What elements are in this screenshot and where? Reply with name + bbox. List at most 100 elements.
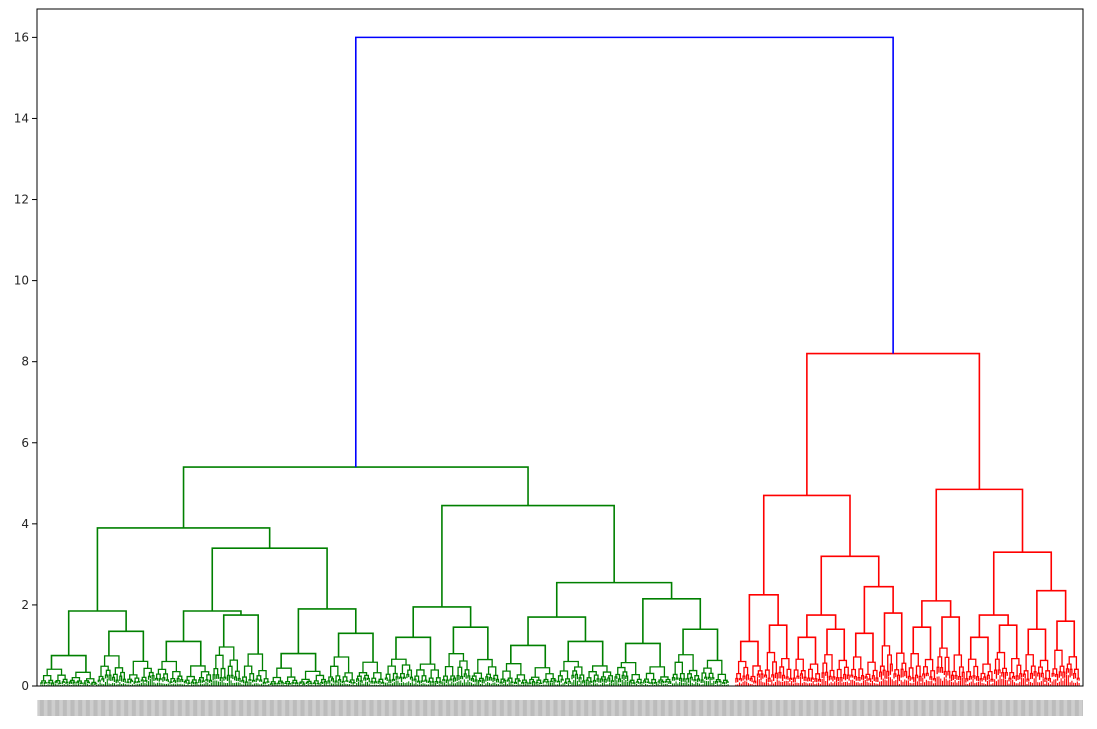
leaf-branch [112,676,116,682]
y-tick-label: 14 [14,111,29,125]
leaf-branch [596,678,600,683]
leaf-branch [381,681,385,685]
leaf-branch [90,683,94,685]
leaf-branch [457,666,463,677]
leaf-branch [442,679,446,682]
leaf-branch [287,683,291,685]
leaf-branch [401,664,411,674]
leaf-branch [809,663,819,674]
leaf-branch [487,666,497,676]
leaf-branch [672,673,678,679]
leaf-branch [384,677,388,681]
leaf-branch [507,677,513,683]
leaf-branch [493,674,499,680]
leaf-branch [51,682,55,685]
leaf-branch [545,673,554,680]
leaf-branch [46,668,63,676]
leaf-branch [980,672,986,679]
leaf-branch [1058,671,1062,678]
leaf-branch [792,677,796,683]
leaf-branch [889,663,893,675]
leaf-branch [356,675,362,681]
leaf-comb-c1-1-1-0-0 [499,644,557,686]
leaf-branch [911,677,915,683]
link-c2-1-0-1 [941,616,961,655]
leaf-branch [822,662,828,673]
leaf-branch [348,681,352,684]
leaf-branch [953,654,963,672]
link-c1-1-1-1-1 [682,628,719,661]
leaf-branch [460,675,464,680]
leaf-branch [574,666,583,676]
leaf-branch [944,656,950,672]
leaf-branch [1001,672,1005,678]
leaf-branch [1062,671,1066,679]
leaf-branch [206,674,212,681]
leaf-branch [858,668,864,678]
leaf-branch [241,679,245,684]
leaf-branch [929,676,933,681]
leaf-branch [620,661,637,675]
leaf-branch [330,678,335,683]
leaf-branch [639,682,643,685]
leaf-branch [939,647,948,658]
leaf-branch [653,682,657,684]
leaf-branch [725,681,729,684]
leaf-branch [378,678,384,683]
leaf-branch [213,667,219,675]
link-c2-0-1-1 [863,585,894,634]
leaf-branch [529,678,535,684]
y-axis: 0 2 4 6 8 10 12 14 16 [14,30,37,693]
leaf-branch [617,666,626,675]
leaf-branch [444,665,454,677]
leaf-branch [309,682,313,685]
leaf-branch [567,680,571,684]
leaf-branch [363,677,367,681]
leaf-branch [120,671,125,680]
leaf-branch [173,680,177,684]
leaf-branch [835,677,839,682]
leaf-comb-c1-1-1-0-1 [556,640,614,686]
leaf-branch [701,672,707,680]
leaf-branch [843,673,847,681]
leaf-branch [208,679,213,683]
leaf-branch [585,679,589,682]
leaf-branch [815,673,821,680]
leaf-branch [766,651,776,671]
leaf-branch [839,676,843,682]
leaf-branch [362,661,378,673]
leaf-branch [600,678,604,683]
leaf-branch [105,669,111,676]
leaf-branch [243,665,253,678]
leaf-branch [492,677,496,682]
leaf-branch [789,677,793,682]
leaf-branch [1019,673,1023,680]
leaf-branch [852,656,862,670]
leaf-branch [151,674,155,682]
leaf-branch [449,678,453,682]
leaf-branch [625,675,629,682]
leaf-branch [420,680,424,683]
leaf-branch [242,676,247,682]
leaf-branch [402,676,406,680]
leaf-branch [779,666,785,676]
leaf-branch [478,679,482,684]
leaf-branch [68,681,73,685]
leaf-branch [718,680,722,684]
leaf-branch [467,675,471,681]
leaf-branch [377,680,381,684]
leaf-branch [284,682,288,685]
leaf-comb-c2-1-1-1-0 [1022,628,1051,686]
leaf-branch [327,680,331,684]
leaf-branch [266,681,270,684]
leaf-branch [878,671,883,680]
leaf-branch [904,670,908,679]
leaf-branch [344,672,353,681]
leaf-branch [147,675,151,680]
leaf-branch [114,667,124,675]
leaf-branch [48,679,54,684]
leaf-branch [97,679,101,683]
leaf-branch [162,677,166,682]
leaf-branch [793,669,799,679]
leaf-branch [424,679,428,683]
